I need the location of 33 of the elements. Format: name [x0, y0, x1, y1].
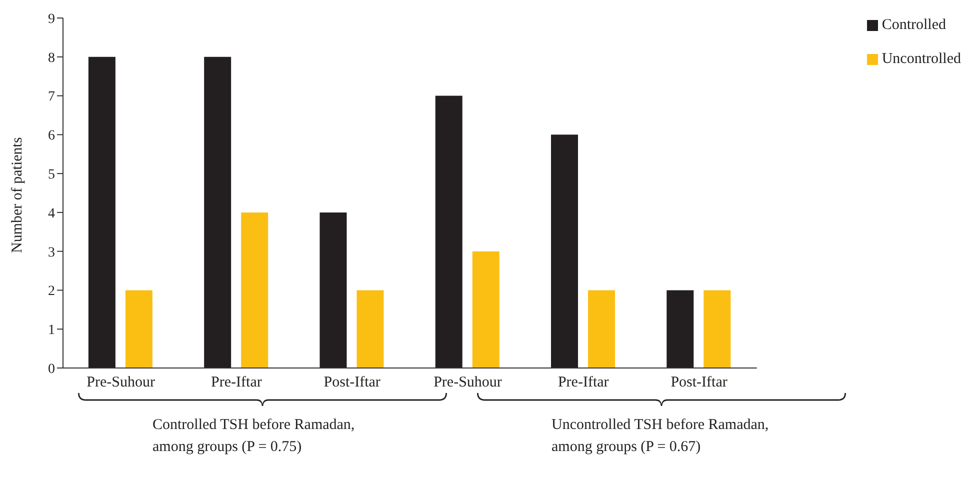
bar: [704, 290, 731, 368]
y-tick-label: 2: [48, 284, 55, 300]
x-tick-label: Post-Iftar: [324, 374, 380, 391]
text: Controlled TSH before Ramadan, among groups (P = 0.75): [152, 416, 356, 457]
legend-label: Uncontrolled: [882, 51, 961, 67]
x-tick-label: Pre-Suhour: [434, 374, 502, 391]
y-tick-label: 7: [48, 90, 55, 105]
legend-label: Controlled: [882, 17, 946, 33]
bar: [241, 212, 268, 368]
bar: [472, 251, 500, 368]
y-tick-label: 5: [48, 168, 55, 183]
y-tick-label: 4: [48, 206, 55, 222]
bar: [588, 290, 616, 368]
y-tick-label: 1: [48, 323, 55, 338]
bar: [320, 212, 347, 368]
bar: [204, 56, 232, 368]
bar: [435, 96, 462, 368]
y-tick-label: 6: [48, 128, 55, 144]
x-tick-label: Pre-Iftar: [211, 374, 262, 391]
y-tick-label: 9: [48, 12, 55, 27]
bar: [88, 56, 116, 368]
x-tick-label: Pre-Suhour: [86, 374, 155, 391]
y-tick-label: 0: [48, 362, 55, 377]
bar: [551, 134, 578, 368]
y-tick-label: 3: [48, 245, 55, 260]
y-tick-label: 8: [48, 50, 55, 66]
y-axis-title: Number of patients: [9, 137, 26, 253]
bar: [666, 290, 694, 368]
x-tick-label: Pre-Iftar: [558, 374, 609, 391]
text: Uncontrolled TSH before Ramadan, among groups (P = 0.67): [552, 416, 770, 457]
bar: [125, 290, 152, 368]
bar: [356, 290, 384, 368]
x-tick-label: Post-Iftar: [670, 374, 728, 391]
